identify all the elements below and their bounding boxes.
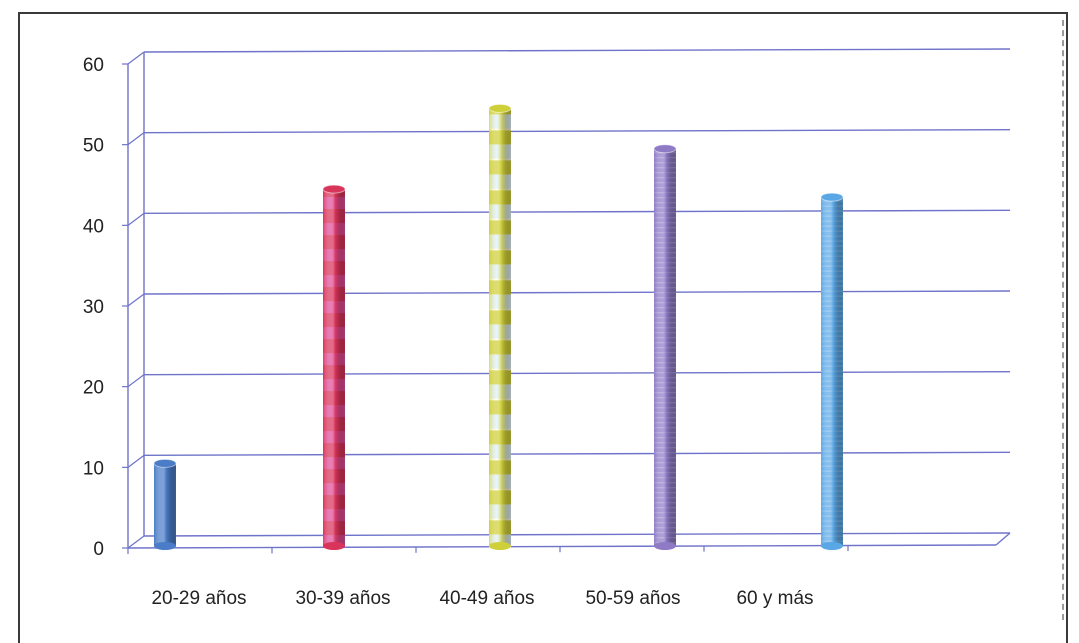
gridline [143, 48, 1011, 53]
gridline-side [127, 132, 145, 146]
chart-frame [18, 12, 1068, 643]
gridlines [127, 48, 1011, 549]
gridline-side [127, 454, 145, 468]
bar [322, 184, 346, 550]
floor-side-edge [995, 532, 1011, 546]
frame-dashed-edge [1062, 20, 1064, 620]
gridline [143, 532, 1011, 537]
x-tick-label: 30-39 años [295, 588, 390, 609]
x-axis-tick-labels: 20-29 años 30-39 años 40-49 años 50-59 años… [151, 588, 813, 609]
x-tick-label: 60 y más [736, 588, 813, 609]
bar [653, 144, 677, 550]
gridline-side [127, 535, 145, 549]
y-tick-label: 30 [83, 297, 104, 318]
bar [153, 458, 177, 550]
bar [820, 192, 844, 550]
x-axis-line [127, 544, 997, 549]
gridline [143, 209, 1011, 215]
bars [153, 103, 844, 551]
y-tick-label: 60 [83, 55, 104, 76]
y-tick-label: 10 [83, 458, 104, 479]
gridline-side [127, 51, 145, 65]
axes [122, 52, 1011, 554]
gridline [143, 290, 1011, 295]
gridline-side [127, 374, 145, 388]
gridline-side [127, 293, 145, 307]
y-tick-label: 40 [83, 216, 104, 237]
gridline [143, 370, 1011, 376]
x-tick-label: 40-49 años [439, 588, 534, 609]
x-tick-label: 50-59 años [585, 588, 680, 609]
y-tick-label: 0 [93, 539, 104, 560]
y-tick-label: 50 [83, 136, 104, 157]
y-tick-label: 20 [83, 378, 104, 399]
x-tick-label: 20-29 años [151, 588, 246, 609]
y-axis-tick-labels: 0 10 20 30 40 50 60 [83, 55, 104, 560]
gridline [143, 128, 1011, 134]
gridline-side [127, 212, 145, 226]
gridline [143, 451, 1011, 457]
bar [488, 103, 512, 551]
